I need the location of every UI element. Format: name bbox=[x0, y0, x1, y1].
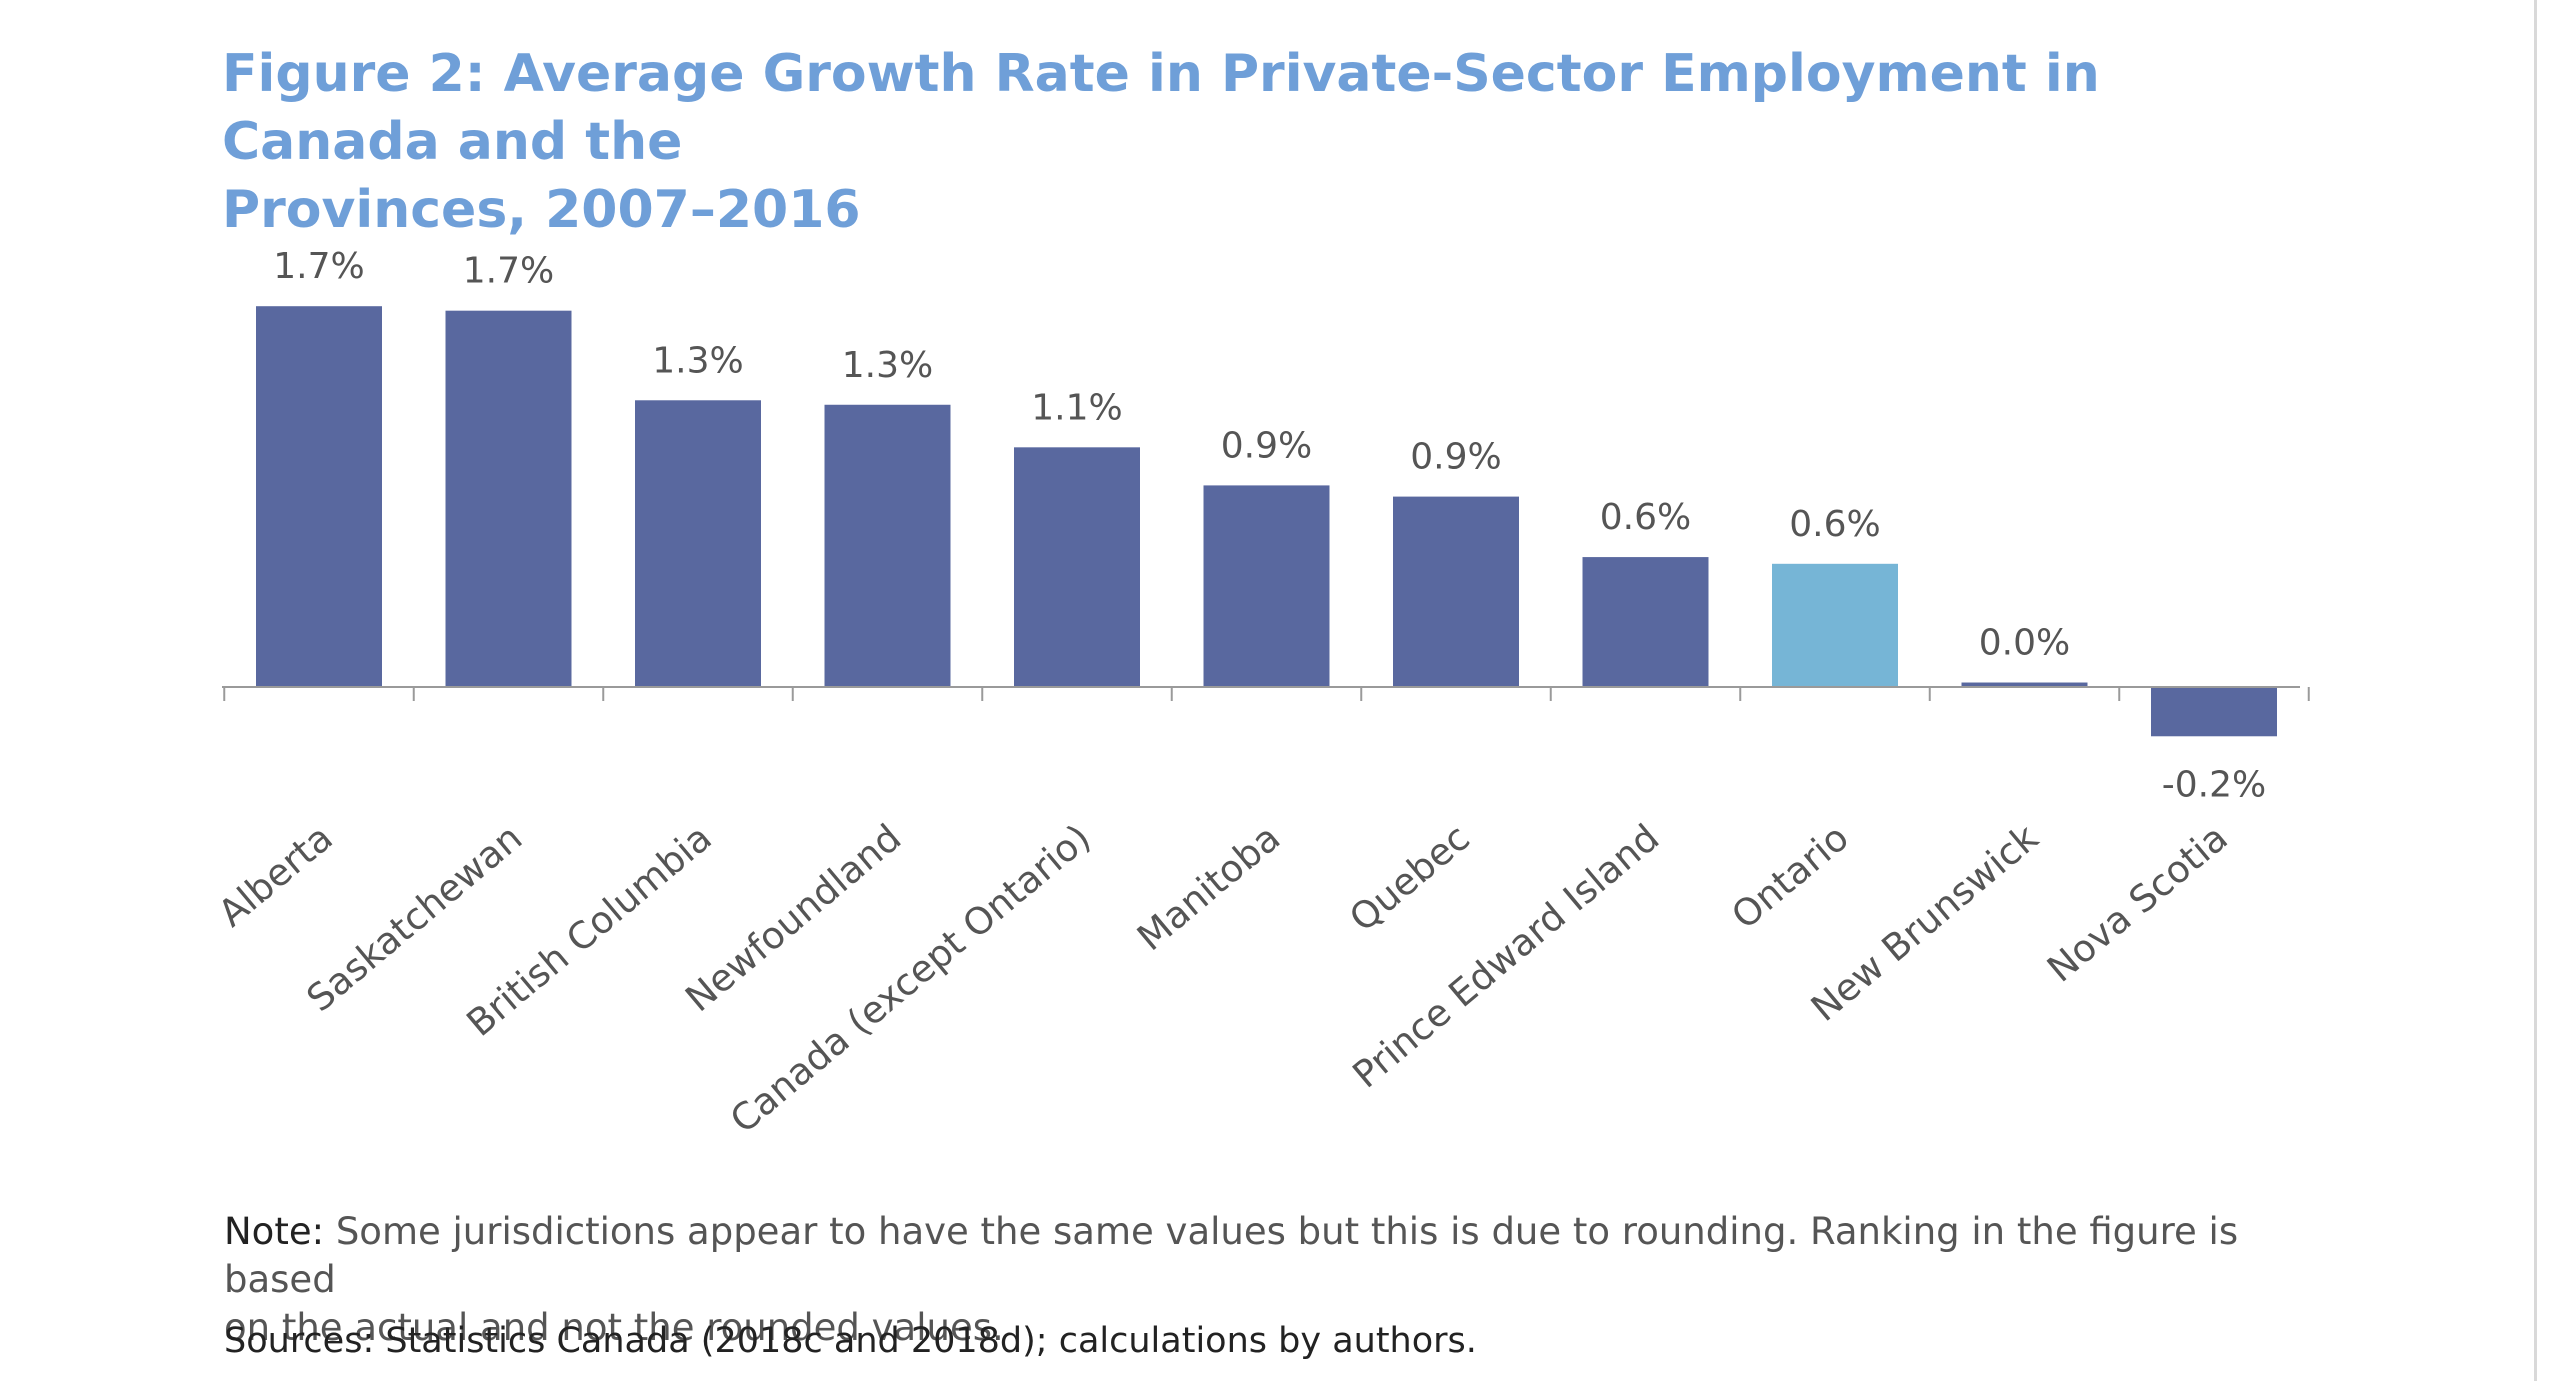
bar-canada-except-ontario bbox=[1014, 447, 1140, 687]
bar-quebec bbox=[1393, 496, 1519, 687]
chart-note: Note: Some jurisdictions appear to have … bbox=[224, 1208, 2324, 1352]
data-labels-group: 1.7% 1.7% 1.3% 1.3% 1.1% 0.9% 0.9% 0.6% 0.6% 0.0%… bbox=[273, 246, 2266, 805]
note-line-2: on the actual and not the rounded values… bbox=[224, 1306, 1004, 1349]
bars-group bbox=[256, 306, 2277, 737]
data-label: 1.7% bbox=[273, 246, 364, 287]
data-label: 0.9% bbox=[1221, 425, 1312, 466]
bar-newfoundland bbox=[824, 404, 951, 687]
data-label: 0.6% bbox=[1600, 497, 1691, 538]
category-label: Nova Scotia bbox=[2039, 816, 2236, 991]
bar-saskatchewan bbox=[445, 310, 572, 687]
note-line-1: Note: Some jurisdictions appear to have … bbox=[224, 1208, 2324, 1304]
note-text: Some jurisdictions appear to have the sa… bbox=[224, 1210, 2239, 1301]
data-label: 0.0% bbox=[1979, 623, 2070, 664]
data-label: 1.7% bbox=[463, 251, 554, 292]
bar-ontario bbox=[1772, 563, 1898, 687]
data-label: 0.9% bbox=[1410, 437, 1501, 478]
data-label: 1.3% bbox=[652, 340, 743, 381]
chart-sources: Sources: Statistics Canada (2018c and 20… bbox=[224, 1321, 1477, 1361]
bar-prince-edward-island bbox=[1582, 557, 1709, 687]
data-label: 0.6% bbox=[1789, 504, 1880, 545]
category-label: Alberta bbox=[210, 816, 340, 935]
category-label: Ontario bbox=[1724, 816, 1857, 938]
chart-title-line-1: Figure 2: Average Growth Rate in Private… bbox=[222, 44, 2100, 172]
bar-nova-scotia bbox=[2151, 687, 2277, 737]
category-label: Quebec bbox=[1341, 816, 1477, 940]
page-edge-rule bbox=[2534, 0, 2537, 1381]
category-label: Prince Edward Island bbox=[1345, 816, 1668, 1097]
note-lead: Note: bbox=[224, 1210, 325, 1253]
chart-title: Figure 2: Average Growth Rate in Private… bbox=[222, 40, 2322, 244]
x-axis bbox=[222, 686, 2310, 701]
category-label: Canada (except Ontario) bbox=[722, 816, 1099, 1142]
data-label: 1.1% bbox=[1031, 387, 1122, 428]
bar-british-columbia bbox=[635, 400, 761, 687]
data-label: 1.3% bbox=[842, 345, 933, 386]
bar-chart: 1.7% 1.7% 1.3% 1.3% 1.1% 0.9% 0.9% 0.6% 0.6% 0.0%… bbox=[210, 246, 2310, 1142]
data-label: -0.2% bbox=[2162, 764, 2266, 805]
bar-new-brunswick bbox=[1961, 682, 2088, 687]
chart-title-line-2: Provinces, 2007–2016 bbox=[222, 180, 861, 240]
category-label: Manitoba bbox=[1129, 816, 1288, 959]
bar-manitoba bbox=[1203, 485, 1330, 687]
bar-alberta bbox=[256, 306, 382, 687]
